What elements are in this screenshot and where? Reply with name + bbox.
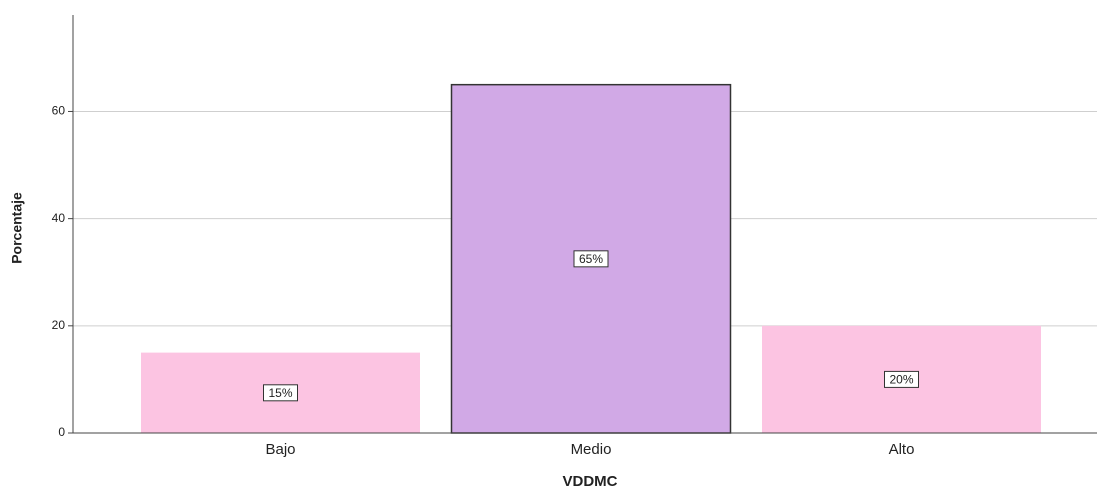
x-tick-label: Bajo [265,441,295,458]
y-tick-label: 20 [52,318,66,332]
value-label: 15% [268,386,292,400]
value-label-box [884,370,919,388]
y-tick-label: 60 [52,104,66,118]
value-label: 20% [889,373,913,387]
value-label-box [573,250,609,268]
y-tick-label: 0 [58,425,65,439]
y-tick-label: 40 [52,211,66,225]
x-axis-label: VDDMC [563,473,618,490]
y-axis-label: Porcentaje [9,192,25,264]
x-tick-label: Alto [889,441,915,458]
value-label-box [263,384,298,402]
value-label: 65% [579,252,603,266]
x-tick-label: Medio [571,441,612,458]
